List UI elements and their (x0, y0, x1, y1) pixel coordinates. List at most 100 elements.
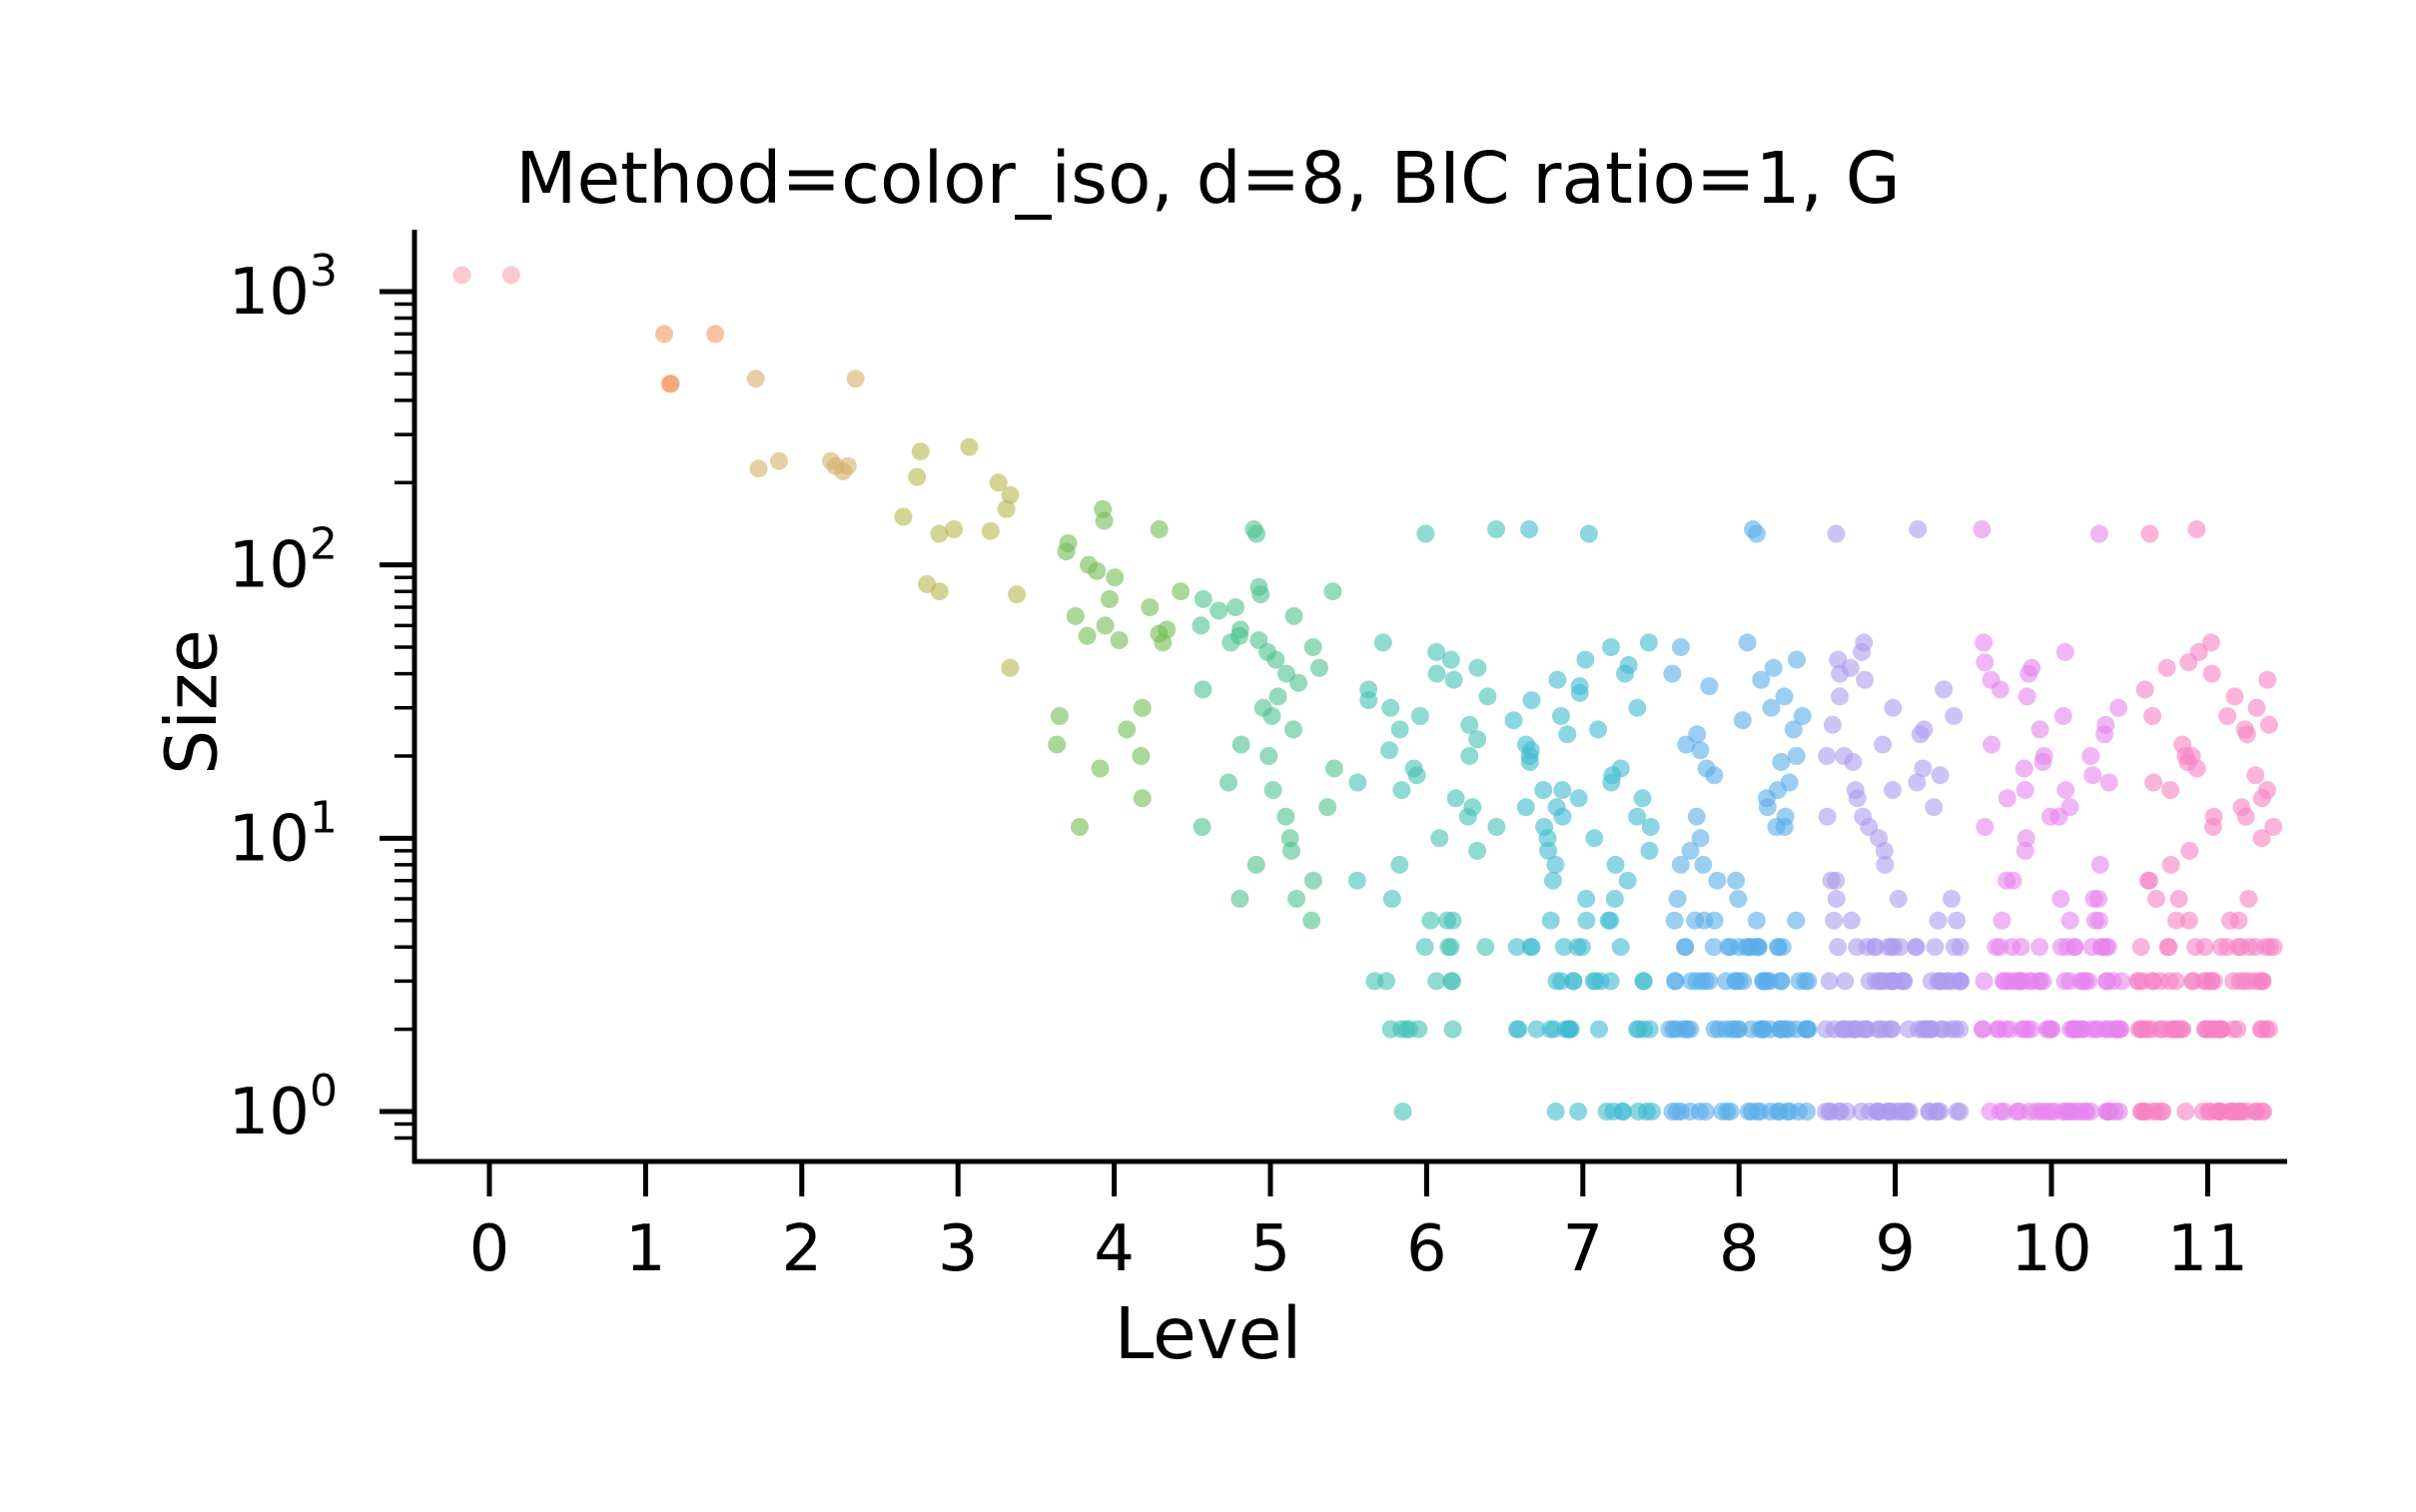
data-point-level-9 (1884, 698, 1903, 717)
data-point-level-8 (1747, 911, 1766, 930)
data-point-level-2 (846, 370, 865, 388)
y-tick-label: 101 (229, 792, 338, 876)
data-point-level-10 (2051, 890, 2070, 908)
data-point-level-8 (1787, 911, 1806, 930)
data-point-level-9 (1822, 871, 1841, 890)
data-point-level-8 (1738, 633, 1757, 652)
data-point-level-7 (1590, 1020, 1608, 1039)
data-point-level-8 (1668, 890, 1687, 908)
data-point-level-10 (2099, 773, 2118, 792)
data-point-level-8 (1719, 938, 1738, 957)
data-point-level-5 (1284, 606, 1303, 625)
data-point-level-8 (1793, 707, 1812, 725)
data-point-level-11 (2201, 1020, 2220, 1039)
data-point-level-8 (1708, 871, 1727, 890)
data-point-level-5 (1310, 658, 1328, 677)
data-point-level-9 (1845, 1020, 1864, 1039)
data-point-level-7 (1558, 725, 1577, 744)
data-point-level-6 (1468, 730, 1487, 749)
data-point-level-4 (1057, 542, 1076, 561)
data-point-level-11 (2239, 890, 2258, 908)
data-point-level-3 (997, 499, 1016, 518)
data-point-level-7 (1547, 972, 1566, 991)
data-point-level-5 (1247, 524, 1265, 543)
data-point-level-10 (2107, 1020, 2126, 1039)
data-point-level-4 (1154, 633, 1173, 652)
data-point-level-4 (1095, 511, 1114, 530)
data-point-level-8 (1739, 1103, 1758, 1121)
data-point-level-11 (2187, 520, 2206, 538)
data-point-level-9 (1853, 642, 1871, 661)
data-point-level-7 (1628, 698, 1647, 717)
data-point-level-8 (1772, 753, 1791, 771)
data-point-level-8 (1687, 807, 1706, 826)
data-point-level-6 (1446, 789, 1465, 808)
data-point-level-7 (1504, 711, 1523, 730)
data-point-level-6 (1427, 642, 1446, 661)
data-point-level-11 (2203, 818, 2222, 836)
data-point-level-9 (1884, 781, 1902, 800)
data-point-level-9 (1823, 715, 1842, 734)
data-point-level-6 (1444, 670, 1463, 689)
data-point-level-10 (2015, 781, 2034, 800)
data-point-level-7 (1507, 1020, 1526, 1039)
data-point-level-3 (945, 520, 963, 538)
data-point-level-3 (989, 473, 1008, 492)
data-point-level-8 (1781, 1103, 1800, 1121)
data-point-level-10 (2015, 841, 2034, 860)
data-point-level-8 (1696, 1103, 1715, 1121)
data-point-level-6 (1468, 841, 1487, 860)
data-point-level-5 (1219, 773, 1237, 792)
data-point-level-9 (1827, 524, 1846, 543)
data-point-level-10 (2014, 759, 2033, 778)
data-point-level-5 (1289, 673, 1308, 692)
data-point-level-8 (1769, 938, 1787, 957)
data-point-level-8 (1671, 638, 1690, 656)
data-point-level-5 (1231, 735, 1250, 754)
data-point-level-5 (1230, 890, 1249, 908)
data-point-level-8 (1767, 818, 1786, 836)
data-point-level-11 (2247, 698, 2266, 717)
data-point-level-7 (1569, 1103, 1588, 1121)
data-point-level-7 (1534, 781, 1553, 800)
data-point-level-8 (1771, 1020, 1790, 1039)
data-point-level-11 (2202, 664, 2221, 683)
data-point-level-5 (1318, 798, 1337, 817)
data-point-level-7 (1552, 707, 1570, 725)
data-point-level-7 (1522, 691, 1541, 710)
data-point-level-5 (1284, 720, 1302, 739)
data-point-level-4 (1133, 789, 1152, 808)
data-point-level-11 (2218, 707, 2237, 725)
data-point-level-6 (1380, 741, 1399, 760)
data-point-level-7 (1520, 520, 1539, 538)
data-point-level-10 (2039, 1020, 2058, 1039)
data-point-level-5 (1276, 807, 1295, 826)
data-point-level-6 (1377, 972, 1395, 991)
data-point-level-7 (1611, 938, 1630, 957)
data-point-level-6 (1400, 1020, 1418, 1039)
data-point-level-8 (1787, 747, 1806, 765)
data-point-level-9 (1914, 759, 1933, 778)
data-point-level-10 (1974, 1020, 1993, 1039)
data-point-level-6 (1430, 829, 1449, 848)
data-point-level-11 (2180, 841, 2199, 860)
x-tick-label: 3 (938, 1212, 979, 1286)
data-point-level-9 (1929, 911, 1948, 930)
data-point-level-9 (1935, 680, 1954, 699)
data-point-level-9 (1925, 798, 1944, 817)
data-point-level-7 (1613, 1103, 1632, 1121)
data-point-level-8 (1663, 664, 1682, 683)
x-tick-label: 8 (1719, 1212, 1760, 1286)
data-point-level-8 (1682, 972, 1701, 991)
data-point-level-6 (1381, 698, 1400, 717)
data-point-level-10 (1976, 818, 1995, 836)
data-point-level-7 (1633, 789, 1652, 808)
data-point-level-8 (1747, 524, 1766, 543)
data-point-level-8 (1665, 911, 1684, 930)
data-point-level-10 (1998, 871, 2016, 890)
x-axis-label: Level (1114, 1292, 1302, 1375)
data-point-level-10 (2030, 720, 2049, 739)
data-point-level-8 (1694, 855, 1713, 874)
data-point-level-5 (1302, 911, 1321, 930)
data-point-level-3 (1008, 585, 1027, 604)
